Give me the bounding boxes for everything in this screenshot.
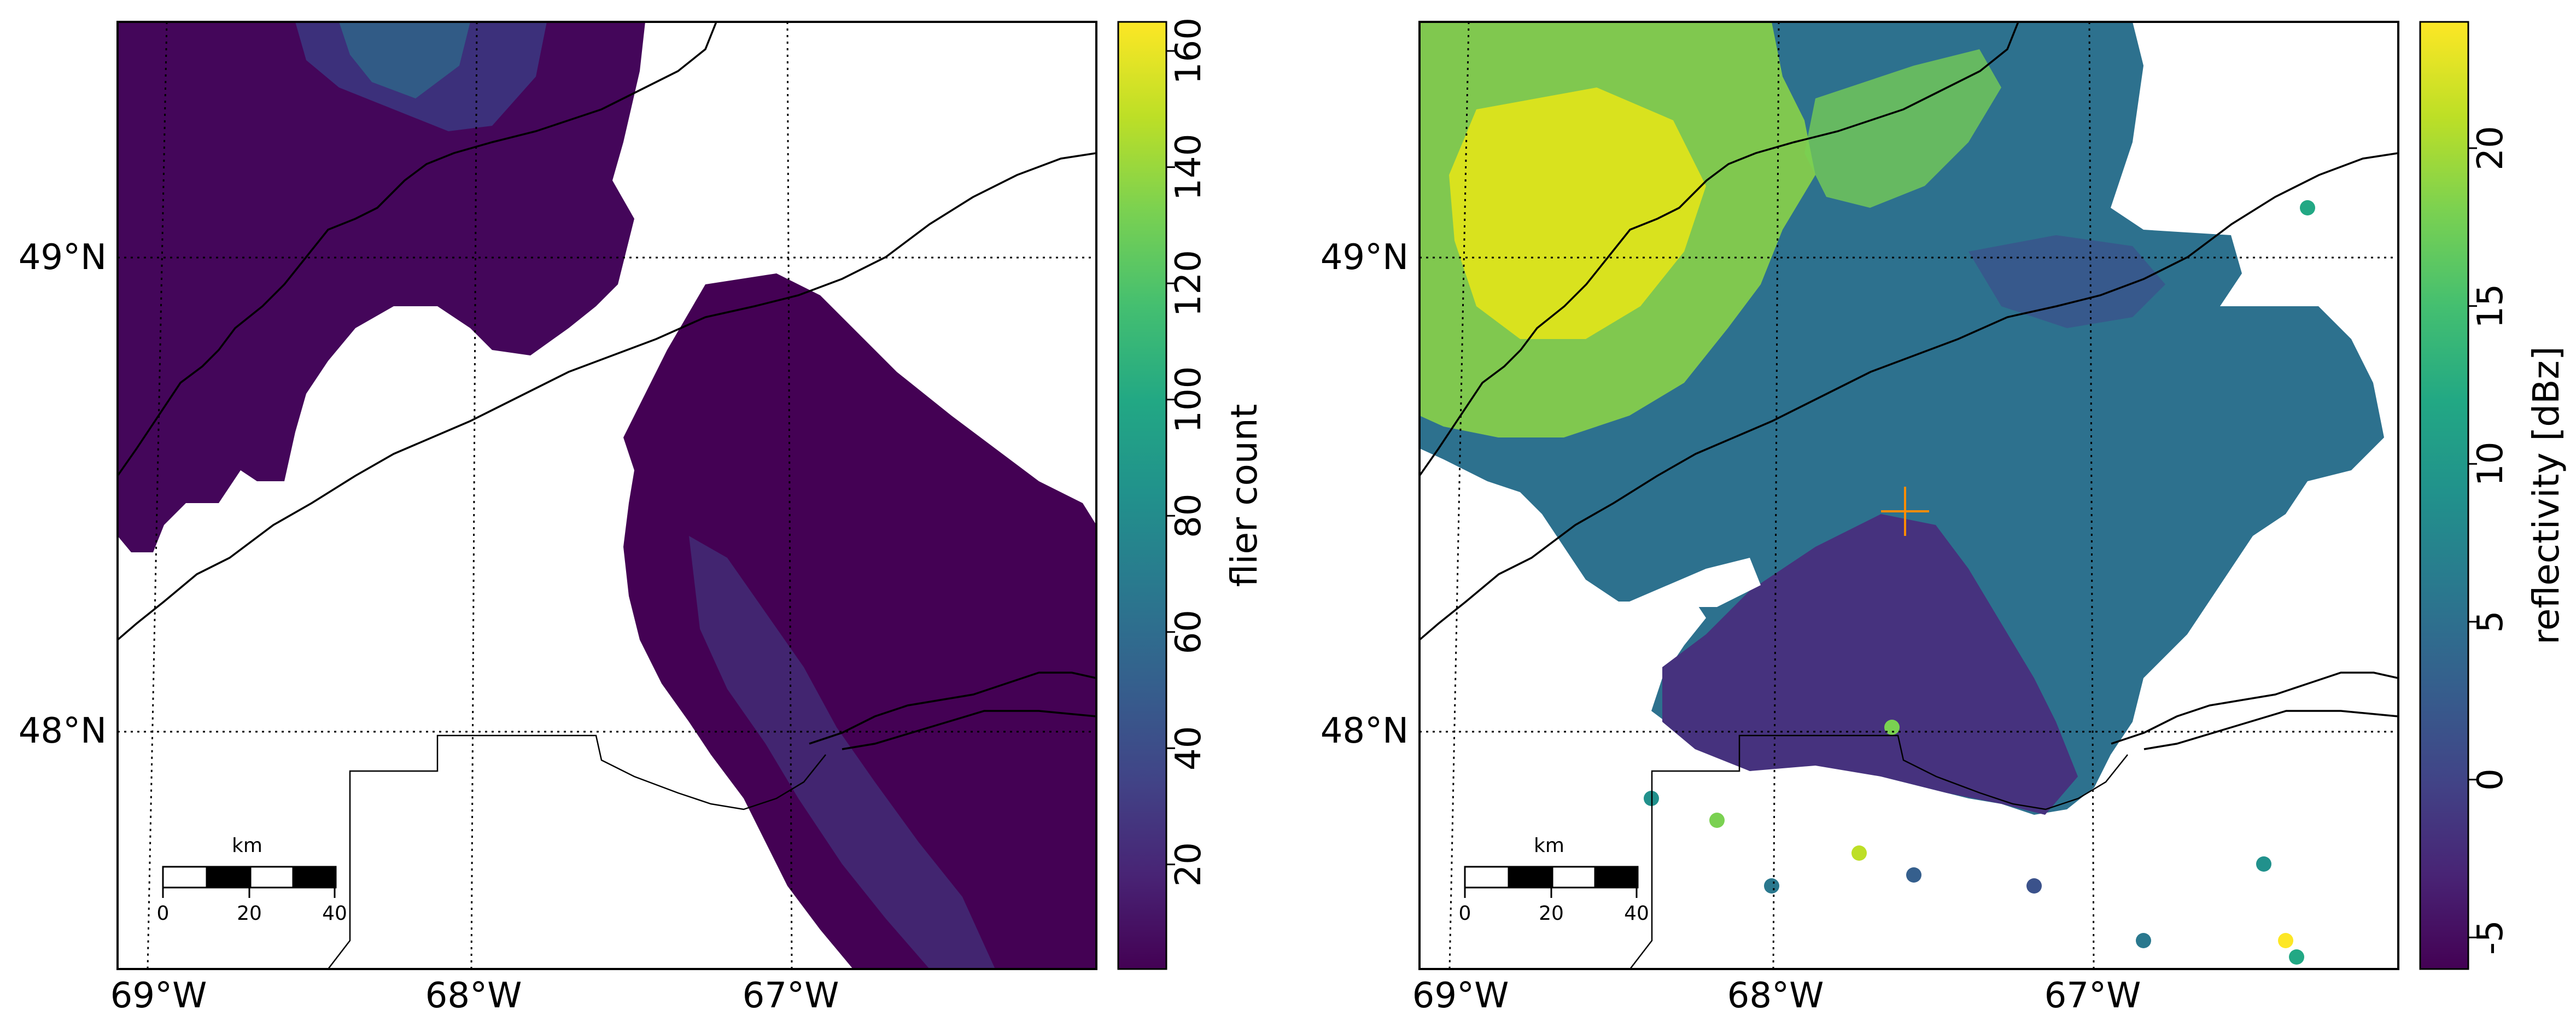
lon-label-68w: 68°W: [425, 976, 522, 1016]
colorbar-tick-label: 40: [1169, 726, 1209, 771]
left-map-frame: [116, 21, 1097, 970]
graticule: [118, 22, 1096, 969]
flier-region-south: [623, 273, 1096, 969]
right-map-panel: km 0 20 40 49°N 48°N 69°W 68°W 67°W -5 0 5…: [1321, 21, 2567, 1016]
scale-bar-unit: km: [232, 834, 262, 857]
colorbar-tick-label: 20: [2470, 126, 2511, 170]
colorbar-tick-label: 60: [1169, 610, 1209, 654]
reflectivity-region-peak: [1449, 87, 1706, 339]
lon-label-69w: 69°W: [110, 976, 207, 1016]
colorbar-tick-label: 140: [1169, 134, 1209, 201]
scale-bar-tick-0: 0: [157, 902, 170, 925]
colorbar-tick-label: -5: [2470, 920, 2511, 955]
colorbar-tick-label: 160: [1169, 17, 1209, 84]
left-map-panel: km 0 20 40 49°N 48°N 69°W 68°W 67°W 20 40…: [19, 17, 1265, 1016]
reflectivity-region-low-south: [1662, 514, 2078, 815]
land-borders: [1629, 734, 2128, 969]
scale-bar-tick-20: 20: [1539, 902, 1564, 925]
lon-label-67w: 67°W: [743, 976, 839, 1016]
colorbar-tick-label: 15: [2470, 284, 2511, 328]
lon-label-69w: 69°W: [1412, 976, 1509, 1016]
colorbar-tick-label: 0: [2470, 768, 2511, 791]
right-map-area: km 0 20 40: [1420, 22, 2398, 969]
colorbar-tick-label: 100: [1169, 366, 1209, 433]
colorbar-tick-label: 5: [2470, 611, 2511, 633]
right-colorbar: -5 0 5 10 15 20 reflectivity [dBz]: [2419, 21, 2567, 970]
reflectivity-region-high-ne: [1804, 49, 2001, 208]
left-map-area: km 0 20 40: [118, 22, 1096, 969]
right-colorbar-label: reflectivity [dBz]: [2525, 346, 2567, 645]
radar-site-marker: [1881, 487, 1929, 536]
scale-bar-tick-20: 20: [237, 902, 262, 925]
reflectivity-gap: [1629, 558, 1761, 607]
colorbar-tick-label: 120: [1169, 250, 1209, 317]
right-map-frame: [1418, 21, 2399, 970]
land-borders: [328, 734, 826, 969]
lon-label-67w: 67°W: [2045, 976, 2141, 1016]
scale-bar-unit: km: [1534, 834, 1564, 857]
lat-label-49n: 49°N: [19, 237, 107, 278]
flier-region-north-dense-core: [339, 22, 470, 98]
scale-bar-tick-40: 40: [322, 902, 347, 925]
left-colorbar-ticks: 20 40 60 80 100 120 140 160: [1166, 17, 1209, 886]
flier-region-north: [118, 22, 645, 552]
lat-label-49n: 49°N: [1321, 237, 1409, 278]
scale-bar-tick-40: 40: [1624, 902, 1649, 925]
colorbar-tick-label: 20: [1169, 842, 1209, 886]
lat-label-48n: 48°N: [1321, 711, 1409, 751]
colorbar-tick-label: 10: [2470, 442, 2511, 486]
coastlines: [118, 22, 1096, 750]
flier-density-layer: [118, 22, 1096, 969]
scale-bar: km 0 20 40: [157, 834, 347, 925]
right-colorbar-ticks: -5 0 5 10 15 20: [2468, 126, 2511, 955]
coastlines: [1420, 22, 2398, 750]
colorbar-tick-label: 80: [1169, 493, 1209, 538]
left-colorbar-label: flier count: [1223, 404, 1265, 587]
scale-bar-tick-0: 0: [1459, 902, 1471, 925]
lat-label-48n: 48°N: [19, 711, 107, 751]
flier-region-south-band: [689, 536, 995, 969]
lon-label-68w: 68°W: [1727, 976, 1824, 1016]
graticule: [1420, 22, 2398, 969]
scale-bar: km 0 20 40: [1459, 834, 1649, 925]
left-colorbar: 20 40 60 80 100 120 140 160 flier count: [1117, 17, 1265, 970]
